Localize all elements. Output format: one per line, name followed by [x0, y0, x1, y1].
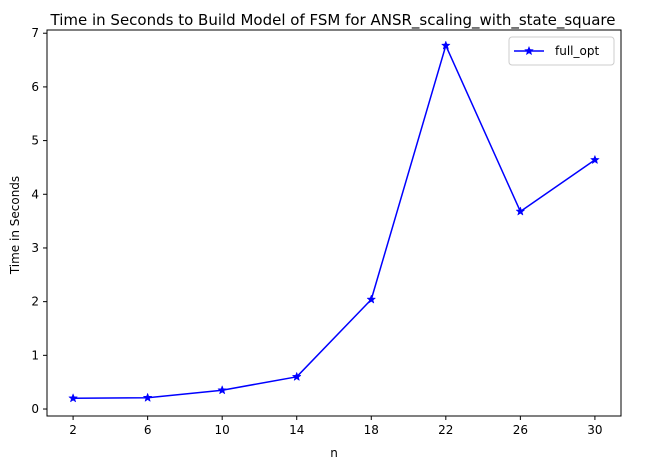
- axes-frame: [46, 29, 622, 417]
- y-tick-label: 1: [31, 348, 39, 362]
- y-tick-label: 4: [31, 187, 39, 201]
- data-point: [589, 154, 600, 165]
- x-axis-label: n: [330, 446, 338, 460]
- data-point: [142, 392, 153, 402]
- legend-box: [508, 36, 615, 66]
- y-tick-label: 5: [31, 134, 39, 148]
- legend-series-label: full_opt: [555, 44, 599, 58]
- data-point: [217, 385, 228, 395]
- x-axis: 2 6 10 14 18 22 26 30: [69, 416, 603, 437]
- x-tick-label: 2: [69, 423, 77, 437]
- y-axis-label: Time in Seconds: [8, 176, 22, 275]
- y-tick-label: 3: [31, 241, 39, 255]
- data-point: [68, 393, 79, 403]
- x-tick-label: 22: [438, 423, 453, 437]
- x-tick-label: 6: [144, 423, 152, 437]
- y-tick-label: 2: [31, 295, 39, 309]
- data-point: [440, 40, 451, 50]
- legend: full_opt: [508, 36, 615, 66]
- series-layer: [68, 40, 600, 403]
- data-point: [515, 206, 526, 216]
- x-tick-label: 14: [289, 423, 304, 437]
- y-tick-label: 7: [31, 26, 39, 40]
- legend-series-marker: [524, 45, 534, 56]
- x-tick-label: 30: [587, 423, 602, 437]
- data-point: [291, 371, 302, 382]
- chart-title: Time in Seconds to Build Model of FSM fo…: [50, 11, 616, 30]
- x-tick-label: 10: [215, 423, 230, 437]
- y-axis: 0 1 2 3 4 5 6 7: [31, 26, 47, 416]
- y-tick-label: 0: [31, 402, 39, 416]
- data-point: [366, 294, 377, 304]
- series-line: [73, 44, 596, 400]
- y-tick-label: 6: [31, 80, 39, 94]
- x-tick-label: 26: [513, 423, 528, 437]
- x-tick-label: 18: [364, 423, 379, 437]
